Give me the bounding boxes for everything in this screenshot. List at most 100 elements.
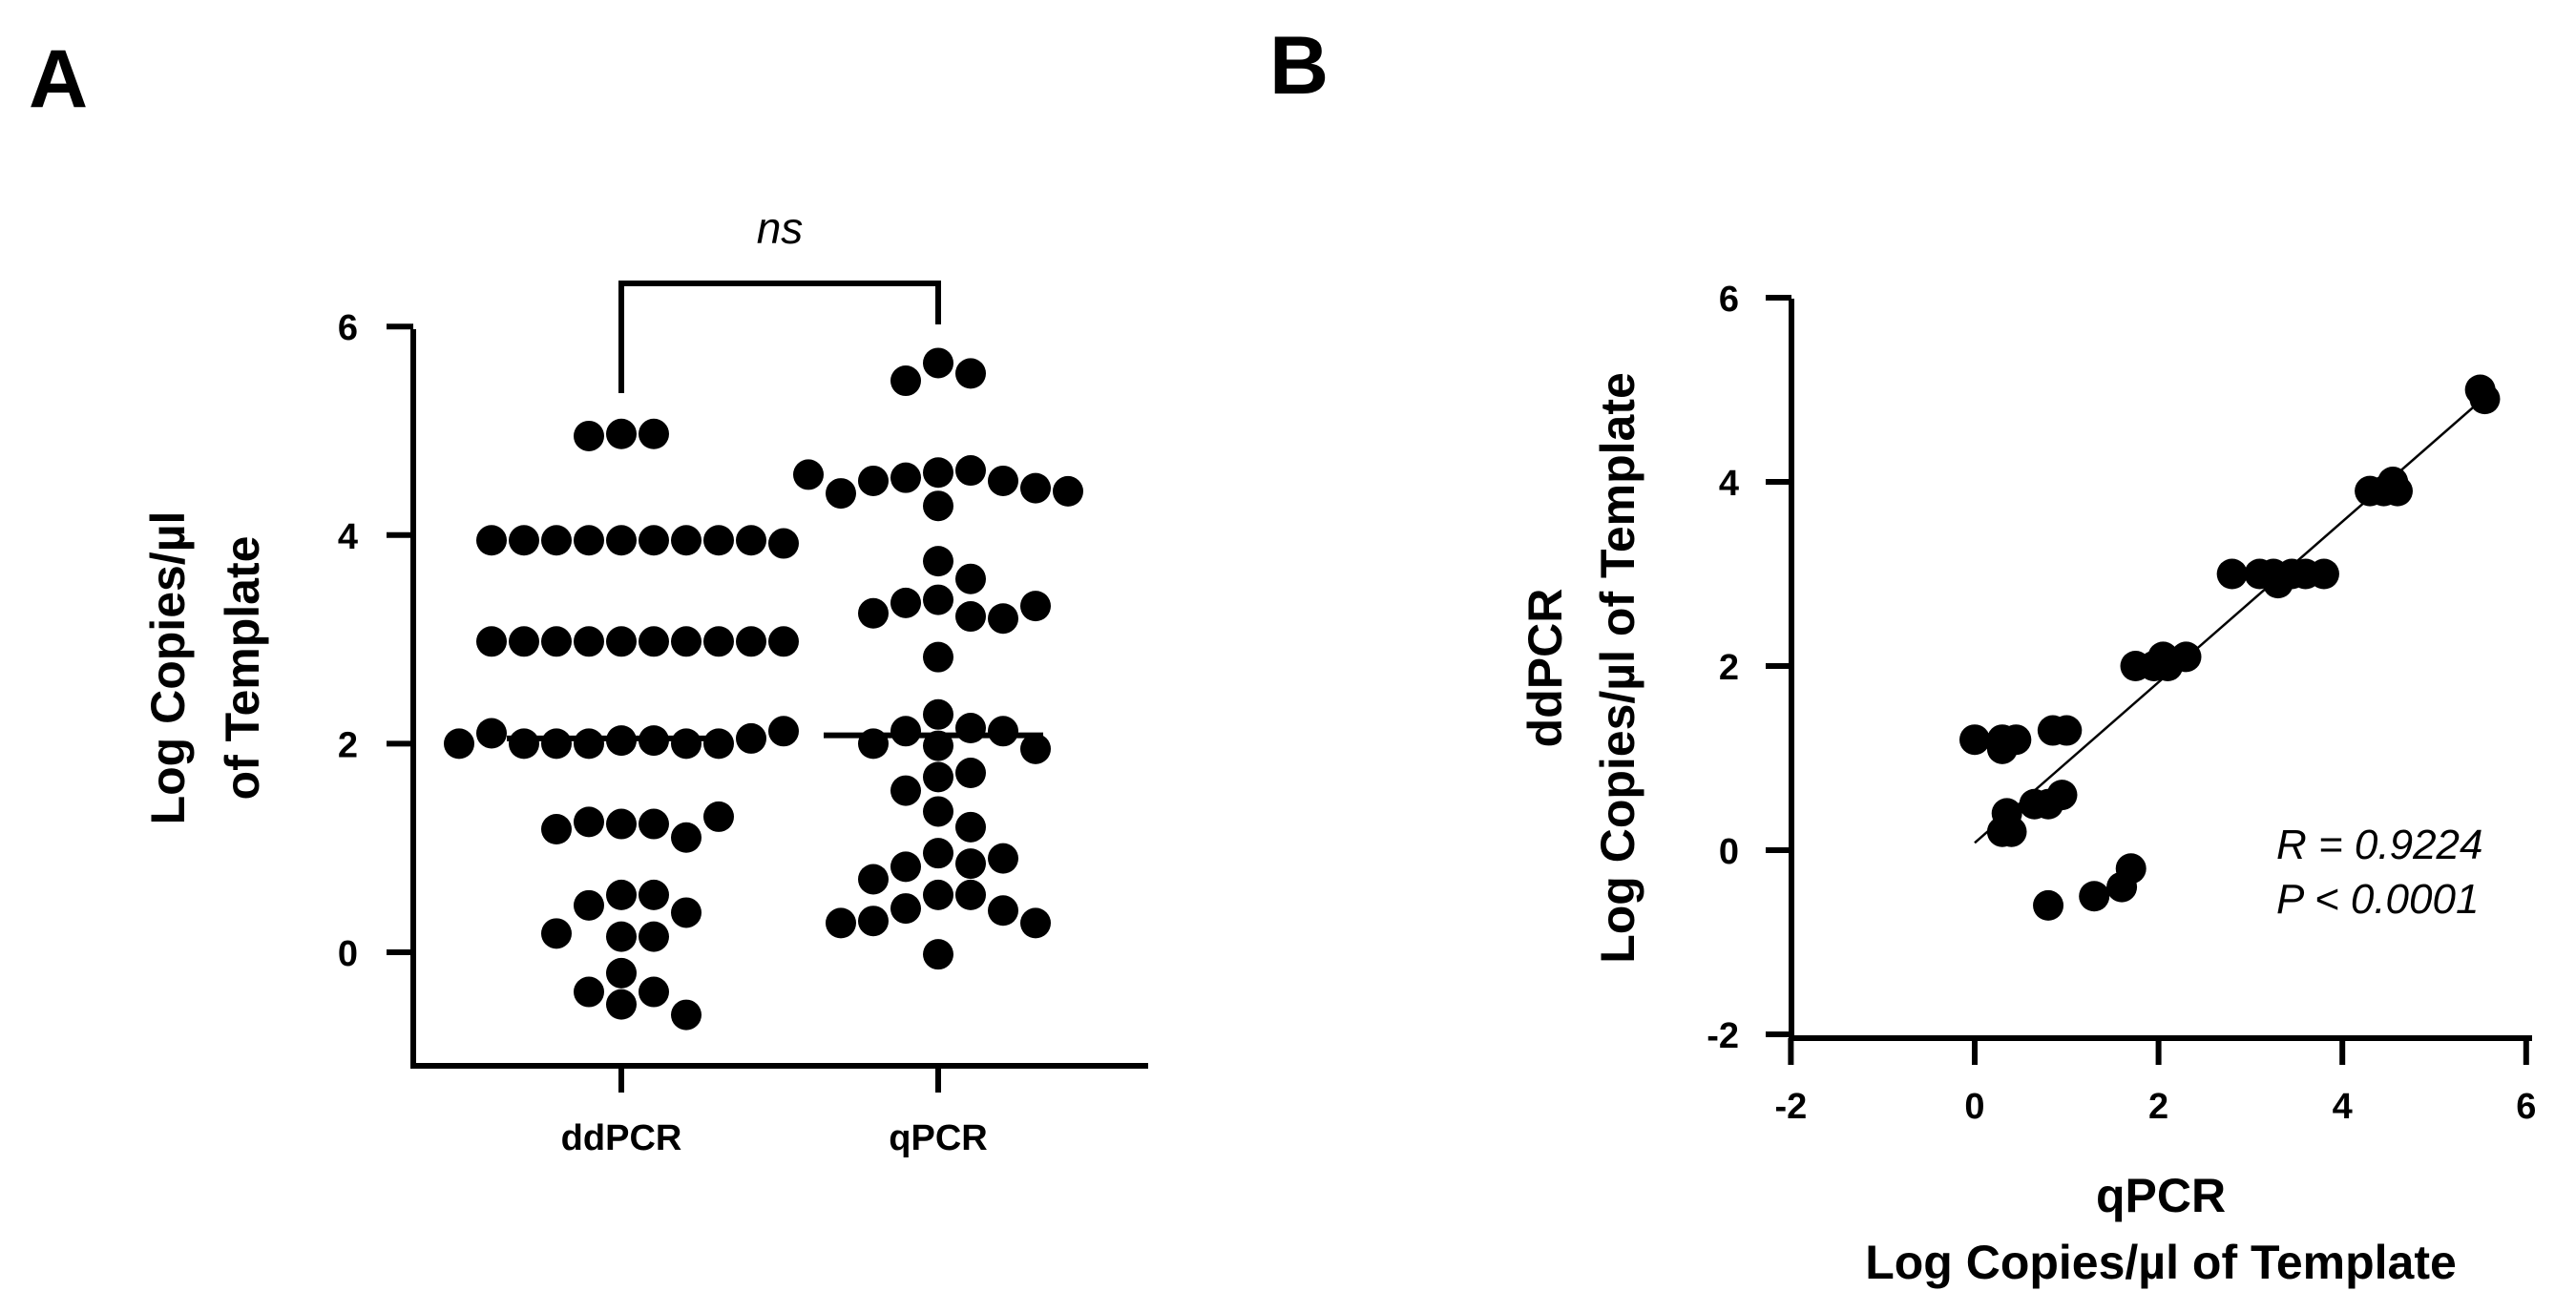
panel-a-data-point [923,641,953,673]
panel-a-data-point [793,459,824,490]
panel-a-x-tick-label: qPCR [889,1118,987,1158]
panel-a-data-point [606,808,637,840]
panel-b-chart: -2 0 2 4 6 -2 0 2 4 6 R = 0.9224 P < 0.0001 qPCR… [1518,280,2536,1289]
panel-a-data-point [476,626,507,657]
panel-a-data-point [606,957,637,989]
panel-a-data-point [1020,472,1051,504]
panel-b-y-tick-label: -2 [1707,1016,1739,1056]
panel-b-data-point [2079,881,2110,912]
panel-b-x-tick-label: 4 [2333,1087,2353,1127]
panel-a-data-point [923,761,953,793]
panel-a-data-point [955,713,986,744]
panel-a-data-point [671,626,702,657]
panel-a-data-point [923,457,953,489]
panel-b-data-point [2308,558,2339,590]
panel-a-data-point [955,811,986,843]
panel-a-data-point [1053,475,1083,507]
panel-a-data-point [768,626,799,657]
panel-a-data-point [890,716,921,747]
panel-a-x-tick-label: ddPCR [561,1118,682,1158]
panel-a-data-point [858,864,889,895]
panel-a-data-point [736,626,766,657]
panel-b-data-point [1959,724,1990,756]
panel-a-data-point [923,879,953,910]
panel-a-data-point [988,843,1018,874]
panel-b-y-tick-label: 6 [1719,280,1739,320]
panel-a-data-point [541,626,572,657]
panel-b-y-tick-label: 2 [1719,648,1739,688]
panel-a-data-point [955,848,986,880]
panel-a-data-point [574,728,604,760]
panel-b-data-point [2051,715,2083,746]
p-value-annotation: P < 0.0001 [2276,876,2479,923]
correlation-r-annotation: R = 0.9224 [2276,822,2483,868]
panel-a-data-point [955,358,986,389]
panel-a-data-point [923,796,953,827]
panel-a-data-point [736,722,766,754]
panel-a-data-point [639,808,669,840]
panel-a-data-point [988,895,1018,927]
panel-a-data-point [703,626,734,657]
panel-label-a: A [29,33,88,125]
panel-a-data-point [671,999,702,1031]
panel-a-data-point [541,814,572,845]
panel-a-y-axis-title-line1: Log Copies/µl [141,511,195,825]
panel-a-data-point [703,525,734,556]
panel-a-data-point [509,626,539,657]
panel-a-data-point [1020,733,1051,764]
panel-a-data-point [574,420,604,451]
panel-a-data-point [955,455,986,487]
panel-a-data-point [606,525,637,556]
panel-a-data-point [955,758,986,789]
regression-line [1974,396,2486,844]
panel-a-data-point [890,893,921,925]
panel-a-data-point [541,918,572,949]
panel-b-y-tick-label: 0 [1719,832,1739,872]
panel-a-data-point [890,365,921,397]
significance-bracket [618,281,941,393]
panel-a-data-point [1020,907,1051,939]
panel-a-data-point [988,716,1018,747]
panel-a-data-point [574,976,604,1008]
panel-a-data-point [890,587,921,618]
panel-a-data-point [955,879,986,910]
panel-a-data-point [988,603,1018,635]
panel-a-y-tick-label: 0 [338,934,358,974]
panel-a-data-point [574,806,604,838]
panel-a-data-point [858,465,889,496]
panel-a-data-point [923,838,953,869]
panel-a-data-point [509,525,539,556]
panel-a-data-point [639,525,669,556]
panel-a-data-point [606,921,637,952]
panel-a-data-point [671,822,702,853]
panel-a-data-point [768,528,799,559]
panel-a-data-point [606,879,637,910]
panel-b-x-tick-label: 0 [1964,1087,1984,1127]
panel-b-data-point [2469,384,2501,415]
panel-a-data-point [923,584,953,615]
panel-a-data-point [923,698,953,730]
panel-a-data-point [606,989,637,1020]
panel-a-data-point [541,728,572,760]
panel-a-data-point [671,897,702,928]
panel-a-data-point [606,626,637,657]
panel-a-data-point [639,921,669,952]
panel-a-data-point [826,907,856,939]
panel-b-y-axis-title-line1: ddPCR [1518,589,1572,748]
panel-a-data-point [671,525,702,556]
panel-label-b: B [1269,20,1329,112]
panel-b-y-tick-label: 4 [1719,464,1739,504]
panel-a-data-point [444,728,474,760]
panel-b-x-axis-title-line1: qPCR [2096,1169,2226,1222]
panel-b-data-point [1996,816,2027,847]
panel-a-data-point [639,626,669,657]
panel-a-data-point [703,801,734,832]
panel-a-data-point [639,976,669,1008]
panel-a-data-point [639,879,669,910]
panel-a-data-point [955,563,986,594]
panel-a-y-tick-label: 2 [338,725,358,765]
panel-a-data-point [826,478,856,510]
panel-b-data-point [2216,558,2248,590]
panel-a-data-point [574,525,604,556]
